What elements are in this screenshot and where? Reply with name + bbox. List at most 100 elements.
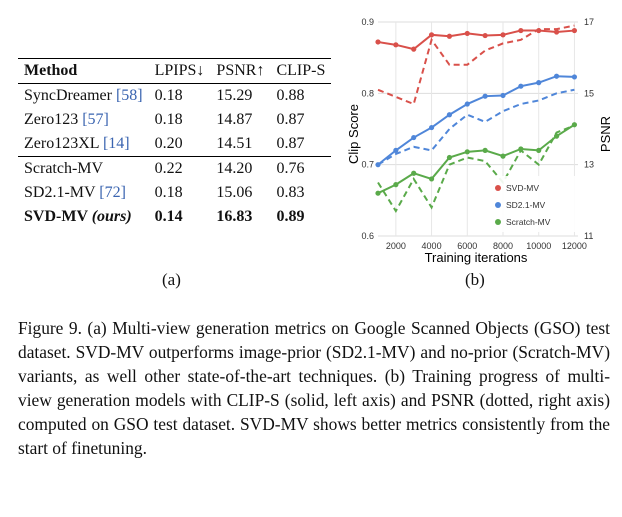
data-point-scratch-mv	[482, 147, 488, 153]
y-tick-label-right: 11	[584, 231, 593, 241]
data-point-svd-mv	[375, 39, 381, 45]
y-tick-label-left: 0.9	[361, 17, 374, 27]
data-point-svd-mv	[571, 27, 578, 34]
figure-caption: Figure 9. (a) Multi-view generation metr…	[18, 318, 610, 458]
lpips-cell: 0.18	[154, 87, 183, 104]
series-clip-line-svd-mv	[377, 29, 575, 51]
data-point-scratch-mv	[500, 153, 506, 159]
citation-link[interactable]: [57]	[82, 111, 109, 128]
citation-link[interactable]: [14]	[102, 135, 130, 152]
lpips-cell: 0.14	[154, 208, 183, 225]
psnr-cell: 15.06	[216, 184, 253, 201]
data-point-sd2-1-mv	[482, 93, 488, 99]
header-lpips: LPIPS↓	[154, 62, 205, 79]
x-tick-label: 2000	[386, 241, 406, 251]
table-header-row: Method LPIPS↓ PSNR↑ CLIP-S	[18, 58, 332, 84]
y-tick-label-right: 15	[584, 88, 594, 98]
clip-cell: 0.89	[276, 208, 305, 225]
clip-cell: 0.87	[276, 111, 305, 128]
data-point-sd2-1-mv	[375, 162, 381, 168]
lpips-cell: 0.22	[154, 160, 183, 177]
subfigure-label-a: (a)	[162, 270, 181, 289]
table-row: SD2.1-MV [72] 0.18 15.06 0.83	[18, 181, 331, 205]
clip-cell: 0.76	[276, 160, 305, 177]
data-point-svd-mv	[464, 30, 470, 37]
data-point-sd2-1-mv	[518, 83, 524, 89]
y-tick-label-left: 0.6	[361, 231, 374, 241]
chart-ticks: 0.6 0.7 0.8 0.9 2000 4000 6000 8000 10000 1200011…	[361, 17, 594, 251]
clip-cell: 0.87	[276, 135, 305, 152]
x-tick-label: 8000	[493, 241, 513, 251]
table-row-best: SVD-MV (ours) 0.14 16.83 0.89	[18, 205, 331, 229]
subfigure-label-b: (b)	[465, 270, 485, 289]
method-cell: Scratch-MV	[18, 157, 149, 182]
y-axis-label-left: Clip Score	[346, 104, 361, 164]
training-progress-chart: 0.6 0.7 0.8 0.9 2000 4000 6000 8000 10000 1200011…	[346, 17, 613, 265]
data-point-sd2-1-mv	[500, 92, 506, 99]
clip-cell: 0.83	[276, 184, 305, 201]
y-axis-label-right: PSNR	[598, 116, 613, 152]
chart-legend: SVD-MV SD2.1-MV Scratch-MV	[495, 183, 551, 227]
metrics-table: Method LPIPS↓ PSNR↑ CLIP-S SyncDreamer […	[18, 58, 332, 229]
legend-marker	[495, 185, 501, 191]
data-point-sd2-1-mv	[393, 147, 399, 153]
data-point-svd-mv	[553, 29, 560, 35]
y-tick-label-right: 17	[584, 17, 594, 27]
table-row: SyncDreamer [58] 0.18 15.29 0.88	[18, 84, 331, 109]
psnr-cell: 14.51	[216, 135, 253, 152]
method-name: Scratch-MV	[24, 160, 104, 177]
header-method: Method	[24, 62, 78, 79]
data-point-svd-mv	[393, 42, 399, 48]
data-point-scratch-mv	[553, 133, 560, 139]
data-point-scratch-mv	[446, 154, 453, 161]
legend-marker	[495, 202, 501, 208]
legend-box	[488, 176, 580, 232]
method-name: SD2.1-MV	[24, 184, 96, 201]
data-point-svd-mv	[518, 27, 524, 34]
psnr-cell: 14.87	[216, 111, 253, 128]
x-axis-label: Training iterations	[425, 250, 528, 265]
header-clip: CLIP-S	[276, 62, 326, 79]
table-row: Zero123 [57] 0.18 14.87 0.87	[18, 108, 331, 132]
method-name: SyncDreamer	[24, 87, 112, 104]
citation-link[interactable]: [72]	[99, 184, 126, 201]
method-cell: SVD-MV (ours)	[18, 205, 149, 229]
data-point-sd2-1-mv	[446, 112, 453, 118]
clip-cell: 0.88	[276, 87, 305, 104]
data-point-svd-mv	[482, 32, 488, 39]
data-point-svd-mv	[500, 32, 506, 38]
chart-lines	[375, 24, 578, 213]
data-point-scratch-mv	[571, 122, 578, 128]
data-point-svd-mv	[411, 46, 417, 52]
psnr-cell: 14.20	[216, 160, 253, 177]
method-cell: Zero123XL [14]	[18, 132, 149, 157]
legend-label: SVD-MV	[506, 183, 539, 193]
header-psnr: PSNR↑	[216, 62, 265, 79]
data-point-sd2-1-mv	[553, 73, 560, 79]
x-tick-label: 4000	[422, 241, 442, 251]
lpips-cell: 0.18	[154, 111, 183, 128]
metrics-table-panel: Method LPIPS↓ PSNR↑ CLIP-S SyncDreamer […	[18, 58, 352, 248]
lpips-cell: 0.20	[154, 135, 183, 152]
data-point-scratch-mv	[464, 149, 470, 155]
data-point-svd-mv	[446, 33, 453, 39]
psnr-cell: 16.83	[216, 208, 253, 225]
x-tick-label: 12000	[562, 241, 587, 251]
data-point-scratch-mv	[393, 182, 399, 188]
data-point-scratch-mv	[411, 170, 417, 176]
citation-link[interactable]: [58]	[115, 87, 143, 104]
data-point-svd-mv	[536, 27, 542, 34]
method-cell: Zero123 [57]	[18, 108, 149, 132]
series-clip-line-scratch-mv	[377, 123, 575, 195]
series-psnr-line-scratch-mv	[377, 124, 575, 213]
lpips-cell: 0.18	[154, 184, 183, 201]
x-tick-label: 6000	[457, 241, 477, 251]
data-point-scratch-mv	[536, 147, 542, 153]
series-psnr-line-svd-mv	[377, 24, 575, 106]
table-row: Scratch-MV 0.22 14.20 0.76	[18, 156, 332, 182]
method-name: Zero123XL	[24, 135, 99, 152]
data-point-scratch-mv	[375, 190, 381, 196]
x-tick-label: 10000	[526, 241, 551, 251]
psnr-cell: 15.29	[216, 87, 253, 104]
ours-tag: (ours)	[91, 208, 132, 225]
